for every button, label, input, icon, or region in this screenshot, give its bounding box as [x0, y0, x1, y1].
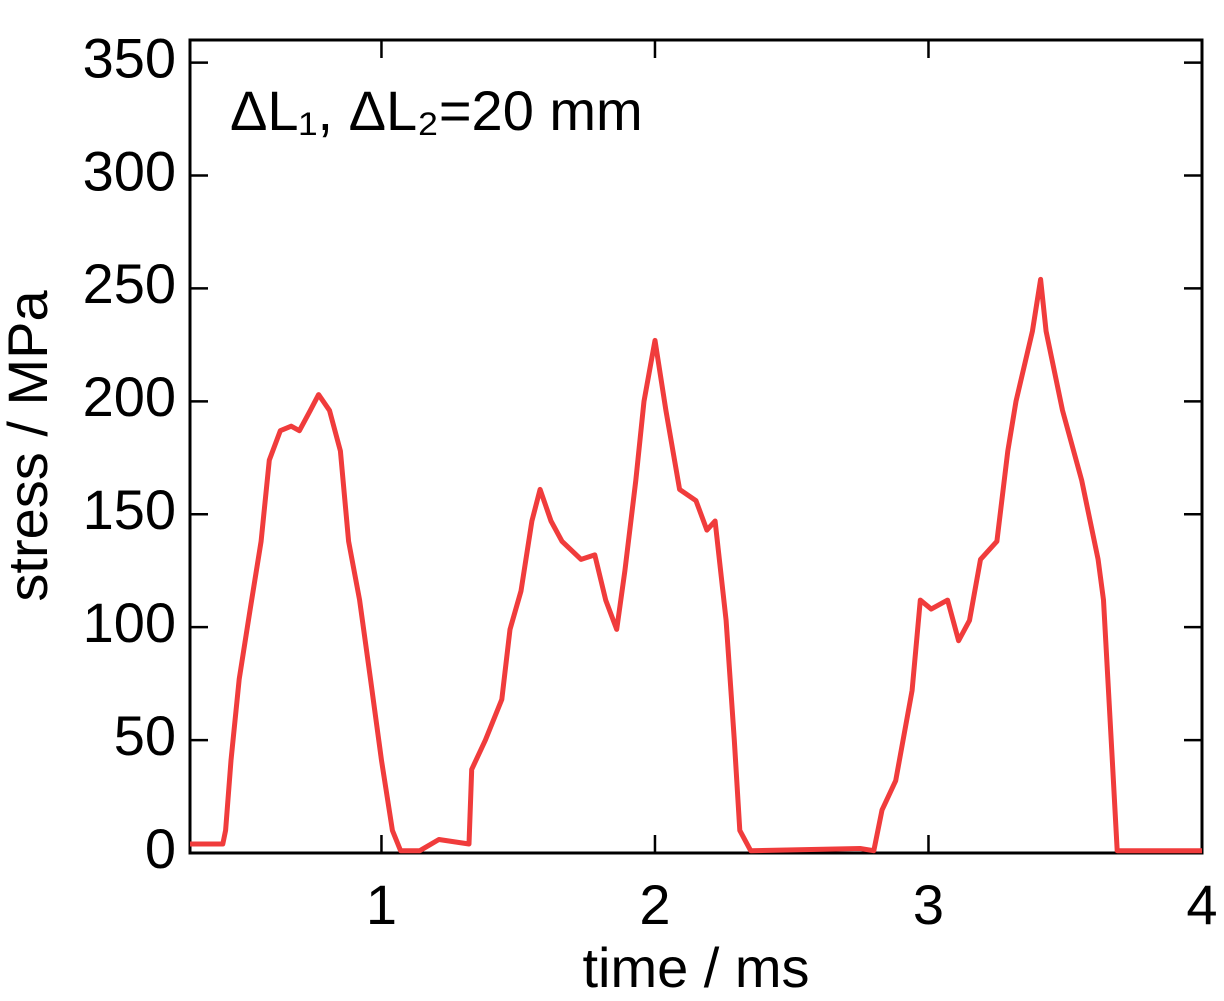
annotation: ΔL₁, ΔL₂=20 mm	[230, 79, 643, 142]
y-tick-label: 350	[83, 26, 176, 89]
x-axis-label: time / ms	[582, 936, 809, 999]
x-tick-label: 4	[1186, 873, 1217, 936]
plot-frame	[188, 38, 1204, 855]
y-tick-label: 200	[83, 365, 176, 428]
y-tick-label: 100	[83, 591, 176, 654]
x-tick-label: 2	[639, 873, 670, 936]
y-tick-label: 0	[145, 817, 176, 880]
x-tick-label: 1	[366, 873, 397, 936]
x-tick-label: 3	[913, 873, 944, 936]
y-tick-label: 250	[83, 252, 176, 315]
data-line	[190, 276, 1202, 854]
y-tick-label: 150	[83, 478, 176, 541]
y-axis-label: stress / MPa	[0, 290, 59, 602]
y-tick-label: 50	[114, 704, 176, 767]
y-tick-label: 300	[83, 139, 176, 202]
